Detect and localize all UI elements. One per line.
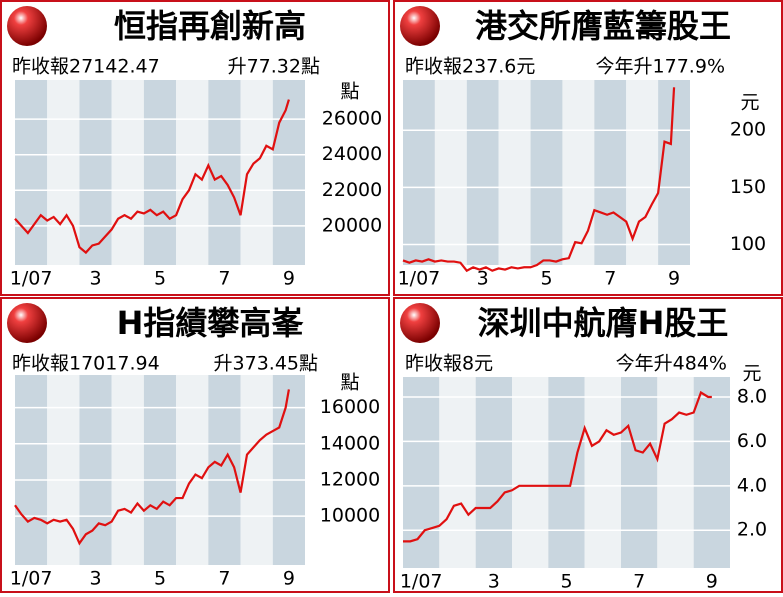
panel-border (0, 297, 390, 593)
price-line (402, 87, 676, 273)
month-stripe (79, 80, 112, 265)
month-stripe (439, 377, 476, 568)
unit-label: 點 (340, 81, 359, 103)
month-stripe (403, 80, 435, 265)
y-tick-label: 100 (730, 233, 766, 255)
subtitle-close: 昨收報8元 (405, 353, 493, 375)
x-tick-label: 3 (488, 571, 500, 593)
month-stripe (475, 377, 512, 568)
month-stripe (143, 375, 177, 565)
y-tick-label: 16000 (320, 396, 380, 418)
y-tick-label: 6.0 (737, 430, 767, 452)
month-stripe (434, 80, 467, 265)
x-tick-label: 7 (218, 568, 230, 590)
y-tick-label: 24000 (322, 143, 382, 165)
month-stripe (657, 377, 694, 568)
month-stripe (79, 375, 112, 565)
x-tick-label: 9 (283, 568, 295, 590)
month-stripe (621, 377, 658, 568)
y-tick-label: 2.0 (737, 519, 767, 541)
y-tick-label: 12000 (320, 468, 380, 490)
subtitle-change: 今年升484% (616, 353, 727, 375)
y-tick-label: 22000 (322, 179, 382, 201)
month-stripe (143, 80, 177, 265)
x-tick-label: 5 (560, 571, 572, 593)
month-stripe (658, 80, 690, 265)
x-tick-label: 9 (668, 268, 680, 290)
month-stripe (111, 375, 144, 565)
month-stripe (403, 377, 440, 568)
panel-title: 恒指再創新高 (114, 7, 306, 45)
x-tick-label: 3 (90, 268, 102, 290)
month-stripe (548, 377, 585, 568)
panel-title: H指績攀高峯 (117, 304, 305, 342)
y-tick-label: 8.0 (737, 385, 767, 407)
month-stripe (240, 80, 273, 265)
month-stripe (594, 80, 627, 265)
unit-label: 點 (340, 372, 359, 394)
unit-label: 元 (740, 92, 759, 114)
y-tick-label: 10000 (320, 505, 380, 527)
x-tick-label: 1/07 (400, 571, 443, 593)
subtitle-change: 升77.32點 (228, 56, 320, 78)
y-tick-label: 4.0 (737, 474, 767, 496)
icon-ball (7, 303, 47, 343)
month-stripe (176, 375, 209, 565)
panel-title: 港交所膺藍籌股王 (475, 7, 731, 45)
subtitle-change: 升373.45點 (214, 353, 318, 375)
y-tick-label: 20000 (322, 214, 382, 236)
subtitle-close: 昨收報17017.94 (12, 353, 160, 375)
x-tick-label: 7 (604, 268, 616, 290)
x-tick-label: 7 (218, 268, 230, 290)
month-stripe (584, 377, 621, 568)
month-stripe (47, 375, 80, 565)
x-tick-label: 1/07 (10, 568, 53, 590)
y-tick-label: 26000 (322, 108, 382, 130)
month-stripe (530, 80, 563, 265)
x-tick-label: 1/07 (10, 268, 53, 290)
panel-title: 深圳中航膺H股王 (478, 304, 729, 342)
icon-ball (400, 303, 440, 343)
y-tick-label: 150 (730, 176, 766, 198)
month-stripe (15, 80, 48, 265)
month-stripe (512, 377, 549, 568)
x-tick-label: 3 (90, 568, 102, 590)
x-tick-label: 5 (154, 568, 166, 590)
month-stripe (208, 80, 241, 265)
x-tick-label: 3 (477, 268, 489, 290)
x-tick-label: 9 (283, 268, 295, 290)
month-stripe (111, 80, 144, 265)
unit-label: 元 (742, 363, 761, 385)
subtitle-close: 昨收報27142.47 (12, 56, 160, 78)
month-stripe (176, 80, 209, 265)
month-stripe (498, 80, 531, 265)
month-stripe (15, 375, 48, 565)
month-stripe (466, 80, 499, 265)
panel-border (393, 0, 783, 296)
y-tick-label: 14000 (320, 432, 380, 454)
month-stripe (272, 80, 305, 265)
x-tick-label: 1/07 (398, 268, 441, 290)
month-stripe (272, 375, 305, 565)
subtitle-close: 昨收報237.6元 (405, 56, 535, 78)
month-stripe (562, 80, 595, 265)
price-line (14, 99, 290, 255)
month-stripe (693, 377, 730, 568)
month-stripe (240, 375, 273, 565)
x-tick-label: 9 (706, 571, 718, 593)
price-line (14, 389, 290, 546)
month-stripe (47, 80, 80, 265)
panel-border (0, 0, 390, 296)
x-tick-label: 5 (540, 268, 552, 290)
x-tick-label: 5 (154, 268, 166, 290)
panel-border (393, 297, 783, 593)
price-line (403, 390, 712, 543)
icon-ball (7, 6, 47, 46)
x-tick-label: 7 (633, 571, 645, 593)
y-tick-label: 200 (730, 119, 766, 141)
subtitle-change: 今年升177.9% (596, 56, 725, 78)
icon-ball (400, 6, 440, 46)
